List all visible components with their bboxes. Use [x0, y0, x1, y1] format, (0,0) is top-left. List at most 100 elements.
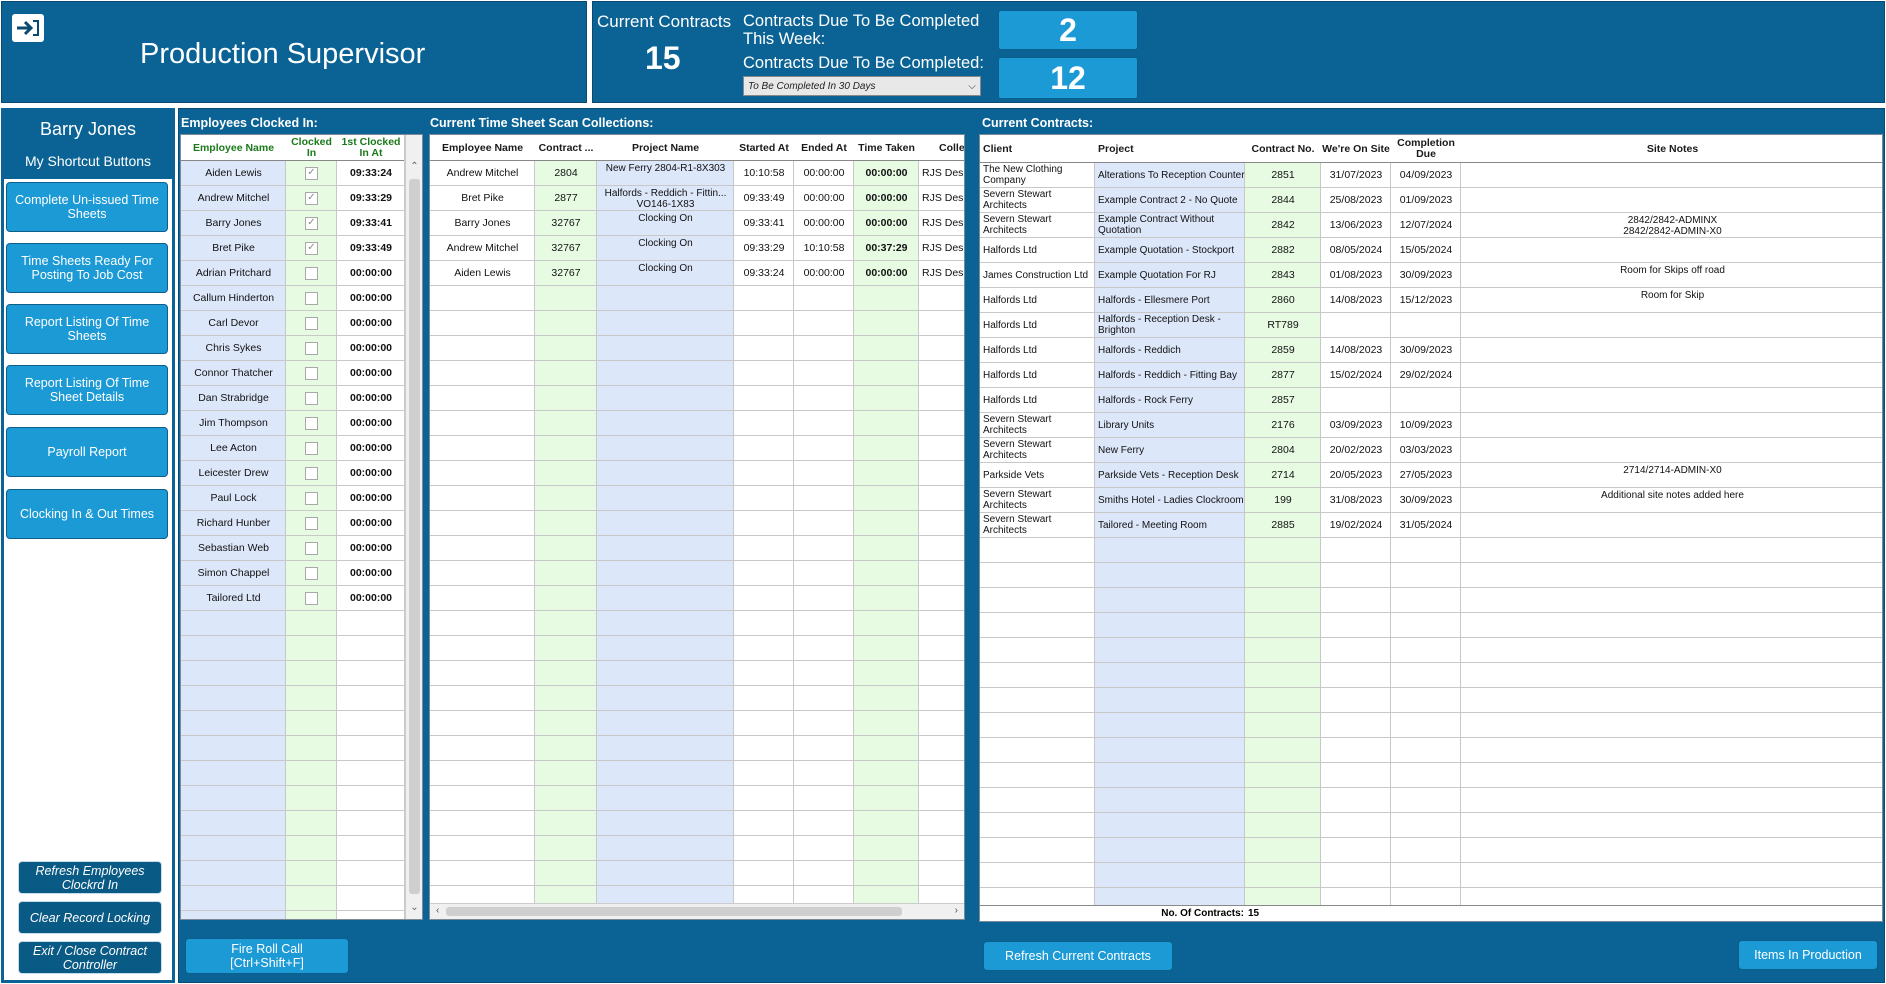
table-row: [430, 611, 964, 636]
table-row: [430, 436, 964, 461]
table-row: [430, 661, 964, 686]
table-row: Andrew Mitchel ✓ 09:33:29: [181, 186, 404, 211]
contract-number: 2860: [1271, 294, 1295, 306]
table-row: Severn Stewart Architects Tailored - Meet…: [980, 513, 1882, 538]
clocked-in-checkbox[interactable]: [305, 441, 318, 455]
clocked-in-checkbox[interactable]: [305, 391, 318, 405]
items-in-production-button[interactable]: Items In Production: [1738, 940, 1878, 970]
report-timesheets-button[interactable]: Report Listing Of Time Sheets: [6, 304, 168, 354]
clocked-in-checkbox[interactable]: [305, 366, 318, 380]
clocked-in-checkbox[interactable]: [305, 591, 318, 605]
contract-on-site: 20/05/2023: [1329, 469, 1383, 481]
employee-name: Sebastian Web: [197, 542, 270, 554]
clocked-in-checkbox[interactable]: ✓: [305, 191, 318, 205]
table-row: [430, 861, 964, 886]
table-row: Adrian Pritchard 00:00:00: [181, 261, 404, 286]
table-row: Paul Lock 00:00:00: [181, 486, 404, 511]
table-row: Bret Pike ✓ 09:33:49: [181, 236, 404, 261]
timesheets-ready-button[interactable]: Time Sheets Ready For Posting To Job Cos…: [6, 243, 168, 293]
clocked-in-time: 09:33:29: [349, 192, 393, 204]
table-row: [980, 538, 1882, 563]
contract-due: 30/09/2023: [1399, 269, 1453, 281]
table-row: [181, 686, 404, 711]
ts-project: Clocking On: [638, 263, 693, 274]
timesheets-title: Current Time Sheet Scan Collections:: [430, 116, 654, 130]
table-row: James Construction Ltd Example Quotation …: [980, 263, 1882, 288]
contract-notes: [1461, 313, 1882, 337]
contract-project: New Ferry: [1098, 444, 1145, 456]
contract-project: Example Contract Without Quotation: [1098, 214, 1215, 236]
table-row: [980, 788, 1882, 813]
table-row: [430, 761, 964, 786]
clocked-in-checkbox[interactable]: [305, 466, 318, 480]
ts-header-taken: Time Taken: [858, 141, 915, 154]
clocked-in-checkbox[interactable]: ✓: [305, 241, 318, 255]
timesheets-hscrollbar[interactable]: ‹ ›: [430, 903, 964, 919]
contract-project: Tailored - Meeting Room: [1098, 519, 1207, 531]
table-row: [430, 511, 964, 536]
fire-roll-call-button[interactable]: Fire Roll Call [Ctrl+Shift+F]: [185, 938, 349, 974]
clocked-in-time: 09:33:41: [349, 217, 393, 229]
clocked-in-time: 00:00:00: [349, 267, 393, 279]
payroll-report-button[interactable]: Payroll Report: [6, 427, 168, 477]
clocked-in-checkbox[interactable]: [305, 416, 318, 430]
table-row: Callum Hinderton 00:00:00: [181, 286, 404, 311]
contract-notes: Room for Skips off road: [1620, 265, 1725, 276]
contract-number: 2176: [1271, 419, 1295, 431]
ts-ended: 10:10:58: [803, 242, 845, 254]
clocked-in-checkbox[interactable]: [305, 266, 318, 280]
report-timesheet-details-button[interactable]: Report Listing Of Time Sheet Details: [6, 365, 168, 415]
due-select[interactable]: To Be Completed In 30 Days ⌵: [743, 76, 981, 96]
clocked-in-checkbox[interactable]: [305, 341, 318, 355]
contract-project: Halfords - Reddich - Fitting Bay: [1098, 369, 1237, 381]
clocked-in-time: 00:00:00: [349, 367, 393, 379]
exit-close-button[interactable]: Exit / Close Contract Controller: [18, 941, 162, 974]
current-contracts-value: 15: [645, 40, 681, 76]
employee-name: Adrian Pritchard: [195, 267, 272, 279]
clocked-in-time: 00:00:00: [349, 392, 393, 404]
table-row: [430, 711, 964, 736]
employees-header-time: 1st Clocked In At: [341, 136, 401, 159]
clocked-in-checkbox[interactable]: [305, 491, 318, 505]
table-row: Severn Stewart Architects Smiths Hotel - …: [980, 488, 1882, 513]
contract-client: Halfords Ltd: [983, 244, 1037, 256]
contract-notes: 2842/2842-ADMINX 2842/2842-ADMIN-X0: [1623, 215, 1722, 237]
contract-number: 2714: [1271, 469, 1295, 481]
clocked-in-checkbox[interactable]: ✓: [305, 166, 318, 180]
contract-number: 2851: [1271, 169, 1295, 181]
clocked-in-cell: ✓: [286, 161, 337, 185]
clocked-in-checkbox[interactable]: ✓: [305, 216, 318, 230]
contract-client: Parkside Vets: [983, 469, 1045, 481]
table-row: [980, 663, 1882, 688]
due-label: Contracts Due To Be Completed:: [743, 54, 984, 72]
clocked-in-cell: [286, 411, 337, 435]
contract-client: Severn Stewart Architects: [983, 439, 1052, 461]
clocked-in-checkbox[interactable]: [305, 566, 318, 580]
complete-unissued-button[interactable]: Complete Un-issued Time Sheets: [6, 182, 168, 232]
contract-on-site: 14/08/2023: [1329, 294, 1383, 306]
table-row: Barry Jones 32767 Clocking On 09:33:41 00:00…: [430, 211, 964, 236]
contract-client: Severn Stewart Architects: [983, 214, 1052, 236]
table-row: [181, 611, 404, 636]
clocking-times-button[interactable]: Clocking In & Out Times: [6, 489, 168, 539]
refresh-contracts-button[interactable]: Refresh Current Contracts: [983, 941, 1173, 971]
clocked-in-time: 00:00:00: [349, 492, 393, 504]
employees-scrollbar[interactable]: ⌃ ⌄: [405, 135, 422, 919]
chevron-down-icon[interactable]: ⌵: [968, 80, 976, 92]
clear-record-locking-button[interactable]: Clear Record Locking: [18, 901, 162, 934]
refresh-employees-button[interactable]: Refresh Employees Clockrd In: [18, 861, 162, 894]
table-row: Parkside Vets Parkside Vets - Reception D…: [980, 463, 1882, 488]
clocked-in-checkbox[interactable]: [305, 541, 318, 555]
ts-taken: 00:00:00: [865, 167, 908, 179]
clocked-in-checkbox[interactable]: [305, 316, 318, 330]
clocked-in-time: 00:00:00: [349, 542, 393, 554]
contract-due: 31/05/2024: [1399, 519, 1453, 531]
contracts-header-due: Completion Due: [1397, 137, 1455, 160]
contract-number: 2882: [1271, 244, 1295, 256]
table-row: Halfords Ltd Halfords - Reddich - Fitting…: [980, 363, 1882, 388]
clocked-in-checkbox[interactable]: [305, 516, 318, 530]
exit-arrow-icon[interactable]: [12, 14, 44, 42]
clocked-in-checkbox[interactable]: [305, 291, 318, 305]
ts-started: 10:10:58: [743, 167, 785, 179]
contract-on-site: 25/08/2023: [1329, 194, 1383, 206]
